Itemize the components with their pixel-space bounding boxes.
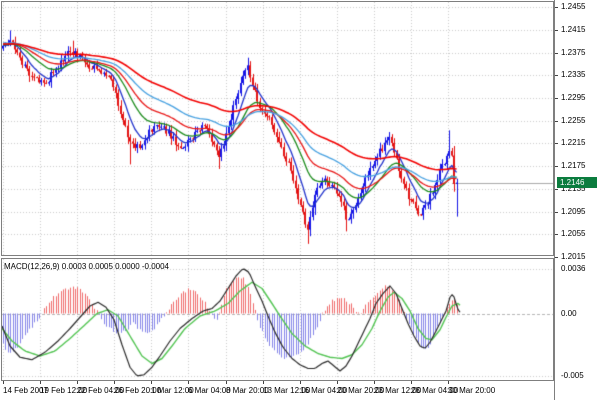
- candlestick-chart-canvas[interactable]: [2, 2, 553, 255]
- price-axis-tick: [555, 7, 558, 8]
- time-axis-label: 14 Feb 2007: [3, 386, 48, 395]
- macd-axis-label: 0.00: [561, 308, 577, 318]
- time-axis-tick: [300, 381, 301, 384]
- price-axis-tick: [555, 75, 558, 76]
- time-axis-tick: [374, 381, 375, 384]
- price-axis[interactable]: 1.2455 1.2415 1.2375 1.2335 1.2295 1.2255 1.22…: [554, 0, 600, 400]
- time-axis-label: 19 Feb 12:00: [40, 386, 88, 395]
- time-axis-tick: [40, 381, 41, 384]
- time-axis-tick: [411, 381, 412, 384]
- price-axis-tick: [555, 189, 558, 190]
- price-axis-tick: [555, 121, 558, 122]
- price-axis-label: 1.2415: [561, 24, 586, 34]
- price-axis-tick: [555, 30, 558, 31]
- price-axis-tick: [555, 98, 558, 99]
- time-axis-tick: [337, 381, 338, 384]
- price-axis-tick: [555, 143, 558, 144]
- macd-axis-label: -0.005: [561, 371, 584, 380]
- price-axis-tick: [555, 234, 558, 235]
- time-axis-tick: [151, 381, 152, 384]
- time-axis[interactable]: 14 Feb 2007 19 Feb 12:00 22 Feb 04:00 26 Fe…: [0, 381, 554, 400]
- time-axis-label: 30 Mar 20:00: [448, 386, 496, 395]
- price-axis-label: 1.2175: [561, 161, 586, 171]
- time-axis-tick: [188, 381, 189, 384]
- price-axis-label: 1.2295: [561, 93, 586, 102]
- time-axis-label: 13 Mar 12:00: [263, 386, 311, 395]
- time-axis-tick: [3, 381, 4, 384]
- time-axis-tick: [448, 381, 449, 384]
- macd-indicator-panel[interactable]: [1, 258, 554, 381]
- price-chart-panel[interactable]: [1, 1, 554, 256]
- time-axis-tick: [77, 381, 78, 384]
- macd-indicator-label: MACD(12,26,9) 0.0003 0.0005 0.0000 -0.00…: [4, 262, 170, 271]
- macd-chart-canvas[interactable]: [2, 259, 553, 380]
- time-axis-tick: [263, 381, 264, 384]
- time-axis-label: 1 Mar 12:00: [151, 386, 194, 395]
- price-axis-tick: [555, 53, 558, 54]
- time-axis-label: 8 Mar 20:00: [226, 386, 269, 395]
- time-axis-label: 26 Feb 20:00: [114, 386, 162, 395]
- price-axis-label: 1.2095: [561, 206, 586, 216]
- price-axis-label: 1.2015: [561, 251, 586, 261]
- current-price-badge: 1.2146: [557, 177, 597, 189]
- price-axis-tick: [555, 212, 558, 213]
- time-axis-tick: [226, 381, 227, 384]
- time-axis-label: 16 Mar 04:00: [300, 386, 348, 395]
- price-axis-label: 1.2135: [561, 183, 586, 193]
- price-axis-label: 1.2255: [561, 115, 586, 125]
- time-axis-label: 23 Mar 12:00: [374, 386, 422, 395]
- macd-axis-label: 0.0036: [561, 263, 586, 273]
- price-axis-label: 1.2335: [561, 70, 586, 80]
- price-axis-label: 1.2375: [561, 47, 586, 57]
- price-axis-label: 1.2215: [561, 138, 586, 148]
- time-axis-label: 6 Mar 04:00: [188, 386, 231, 395]
- time-axis-label: 28 Mar 04:00: [411, 386, 459, 395]
- time-axis-label: 22 Feb 04:00: [77, 386, 125, 395]
- price-axis-label: 1.2055: [561, 229, 586, 239]
- time-axis-label: 20 Mar 20:00: [337, 386, 385, 395]
- price-axis-label: 1.2455: [561, 2, 586, 12]
- time-axis-tick: [114, 381, 115, 384]
- price-axis-tick: [555, 166, 558, 167]
- price-axis-tick: [555, 257, 558, 258]
